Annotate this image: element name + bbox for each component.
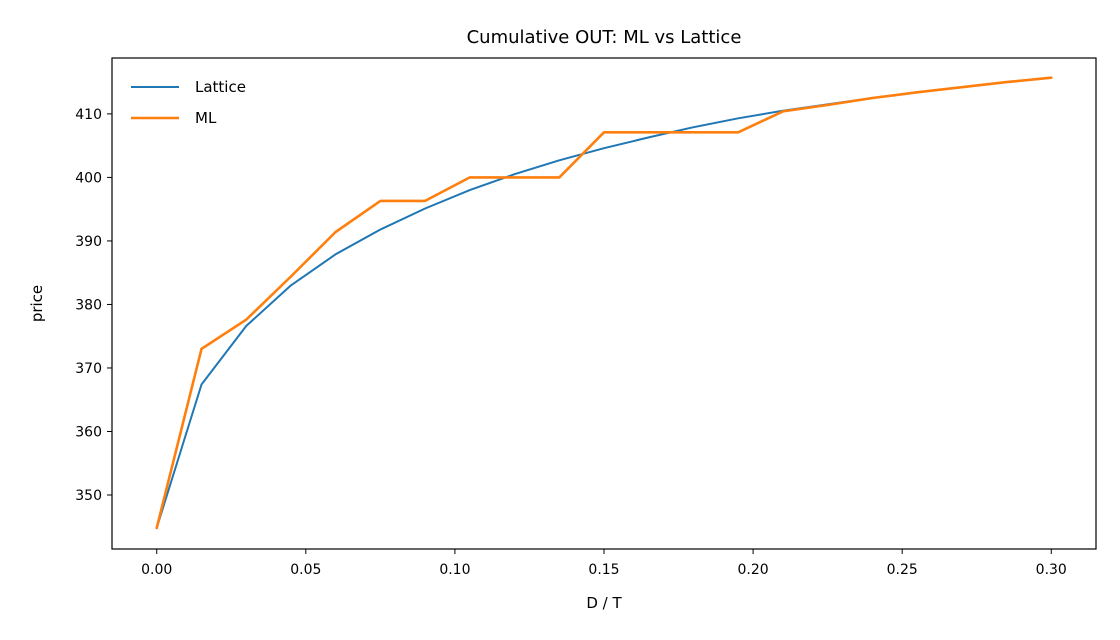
x-tick-label: 0.15	[588, 562, 619, 578]
y-tick-label: 400	[75, 170, 102, 186]
y-tick-label: 390	[75, 234, 102, 250]
x-axis: 0.00 0.05 0.10 0.15 0.20 0.25 0.30	[141, 549, 1067, 578]
x-tick-label: 0.30	[1036, 562, 1067, 578]
x-tick-label: 0.05	[290, 562, 321, 578]
chart-title: Cumulative OUT: ML vs Lattice	[467, 27, 742, 48]
x-tick-label: 0.10	[439, 562, 470, 578]
x-tick-label: 0.20	[738, 562, 769, 578]
y-tick-label: 350	[75, 488, 102, 504]
plot-series	[155, 76, 1053, 530]
y-tick-label: 380	[75, 297, 102, 313]
y-tick-label: 370	[75, 361, 102, 377]
legend-label-ml: ML	[195, 109, 217, 127]
y-axis: 350 360 370 380 390 400 410	[75, 107, 112, 504]
y-axis-label: price	[28, 285, 46, 322]
x-tick-label: 0.00	[141, 562, 172, 578]
y-tick-label: 360	[75, 424, 102, 440]
legend: Lattice ML	[131, 78, 246, 127]
legend-label-lattice: Lattice	[195, 78, 246, 96]
x-tick-label: 0.25	[887, 562, 918, 578]
series-line-lattice	[155, 76, 1053, 529]
y-tick-label: 410	[75, 107, 102, 123]
series-line-ml	[155, 76, 1053, 530]
x-axis-label: D / T	[586, 594, 622, 612]
